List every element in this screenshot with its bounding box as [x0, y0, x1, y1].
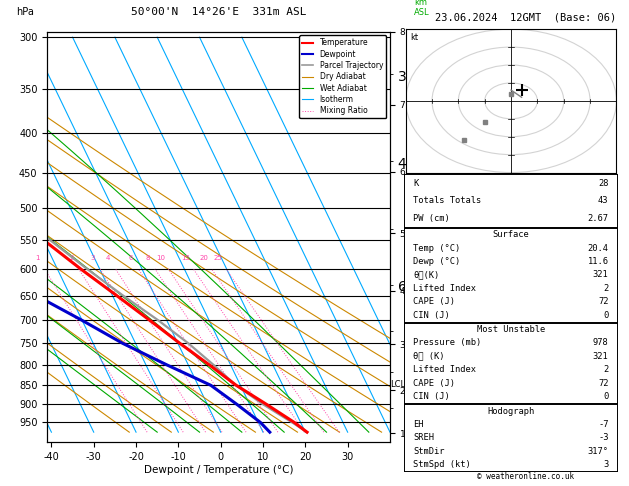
Text: 43: 43: [598, 196, 608, 205]
Text: θᴇ (K): θᴇ (K): [413, 352, 445, 361]
Text: Dewp (°C): Dewp (°C): [413, 257, 460, 266]
Text: CAPE (J): CAPE (J): [413, 297, 455, 306]
Text: 2.67: 2.67: [587, 214, 608, 223]
Legend: Temperature, Dewpoint, Parcel Trajectory, Dry Adiabat, Wet Adiabat, Isotherm, Mi: Temperature, Dewpoint, Parcel Trajectory…: [299, 35, 386, 118]
Text: kt: kt: [410, 34, 418, 42]
Text: 8: 8: [145, 255, 150, 260]
Text: Hodograph: Hodograph: [487, 407, 535, 416]
Text: hPa: hPa: [16, 7, 34, 17]
Text: -3: -3: [598, 434, 608, 442]
Text: CIN (J): CIN (J): [413, 392, 450, 401]
Text: 72: 72: [598, 379, 608, 388]
Text: 3: 3: [603, 460, 608, 469]
Text: 15: 15: [181, 255, 190, 260]
Text: SREH: SREH: [413, 434, 434, 442]
Text: 321: 321: [593, 352, 608, 361]
Text: Lifted Index: Lifted Index: [413, 365, 476, 374]
Text: 2: 2: [603, 365, 608, 374]
Text: StmDir: StmDir: [413, 447, 445, 456]
Text: Surface: Surface: [493, 230, 529, 239]
X-axis label: Dewpoint / Temperature (°C): Dewpoint / Temperature (°C): [144, 465, 293, 475]
Text: © weatheronline.co.uk: © weatheronline.co.uk: [477, 472, 574, 481]
Text: 978: 978: [593, 338, 608, 347]
Text: StmSpd (kt): StmSpd (kt): [413, 460, 470, 469]
Text: 0: 0: [603, 311, 608, 319]
Text: PW (cm): PW (cm): [413, 214, 450, 223]
Text: 321: 321: [593, 270, 608, 279]
Text: 20.4: 20.4: [587, 243, 608, 253]
Text: 28: 28: [598, 179, 608, 188]
Text: 11.6: 11.6: [587, 257, 608, 266]
Text: 10: 10: [156, 255, 165, 260]
Y-axis label: Mixing Ratio (g/kg): Mixing Ratio (g/kg): [459, 194, 468, 280]
Text: θᴇ(K): θᴇ(K): [413, 270, 439, 279]
Text: km
ASL: km ASL: [414, 0, 430, 17]
Text: Pressure (mb): Pressure (mb): [413, 338, 481, 347]
Text: 1: 1: [35, 255, 40, 260]
Text: CAPE (J): CAPE (J): [413, 379, 455, 388]
Text: EH: EH: [413, 420, 423, 429]
Text: 3: 3: [91, 255, 95, 260]
Text: LCL: LCL: [391, 380, 406, 389]
Text: 23.06.2024  12GMT  (Base: 06): 23.06.2024 12GMT (Base: 06): [435, 12, 616, 22]
Text: Totals Totals: Totals Totals: [413, 196, 481, 205]
Text: 317°: 317°: [587, 447, 608, 456]
Text: CIN (J): CIN (J): [413, 311, 450, 319]
Text: -7: -7: [598, 420, 608, 429]
Text: 0: 0: [603, 392, 608, 401]
Text: 50°00'N  14°26'E  331m ASL: 50°00'N 14°26'E 331m ASL: [131, 7, 306, 17]
Text: 2: 2: [603, 284, 608, 293]
Text: 72: 72: [598, 297, 608, 306]
Text: K: K: [413, 179, 418, 188]
Text: 6: 6: [128, 255, 133, 260]
Text: 20: 20: [199, 255, 208, 260]
Text: Lifted Index: Lifted Index: [413, 284, 476, 293]
Text: 2: 2: [69, 255, 74, 260]
Text: 25: 25: [214, 255, 223, 260]
Text: Temp (°C): Temp (°C): [413, 243, 460, 253]
Text: 4: 4: [106, 255, 110, 260]
Text: Most Unstable: Most Unstable: [477, 325, 545, 334]
